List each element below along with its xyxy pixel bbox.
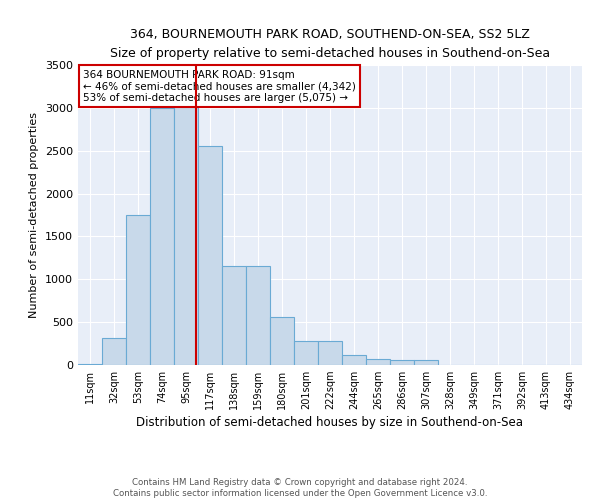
Bar [126,215,150,365]
Text: 364 BOURNEMOUTH PARK ROAD: 91sqm
← 46% of semi-detached houses are smaller (4,34: 364 BOURNEMOUTH PARK ROAD: 91sqm ← 46% o… [83,70,356,102]
Title: 364, BOURNEMOUTH PARK ROAD, SOUTHEND-ON-SEA, SS2 5LZ
Size of property relative t: 364, BOURNEMOUTH PARK ROAD, SOUTHEND-ON-… [110,28,550,60]
Bar [414,360,438,365]
Bar [222,266,246,365]
X-axis label: Distribution of semi-detached houses by size in Southend-on-Sea: Distribution of semi-detached houses by … [137,416,523,430]
Bar [102,338,126,365]
Text: Contains HM Land Registry data © Crown copyright and database right 2024.
Contai: Contains HM Land Registry data © Crown c… [113,478,487,498]
Bar [174,100,198,365]
Bar [390,360,414,365]
Bar [78,364,102,365]
Bar [270,317,294,365]
Bar [246,266,270,365]
Bar [198,146,222,365]
Bar [366,358,390,365]
Y-axis label: Number of semi-detached properties: Number of semi-detached properties [29,112,40,318]
Bar [318,341,342,365]
Bar [342,354,366,365]
Bar [150,108,174,365]
Bar [294,341,318,365]
